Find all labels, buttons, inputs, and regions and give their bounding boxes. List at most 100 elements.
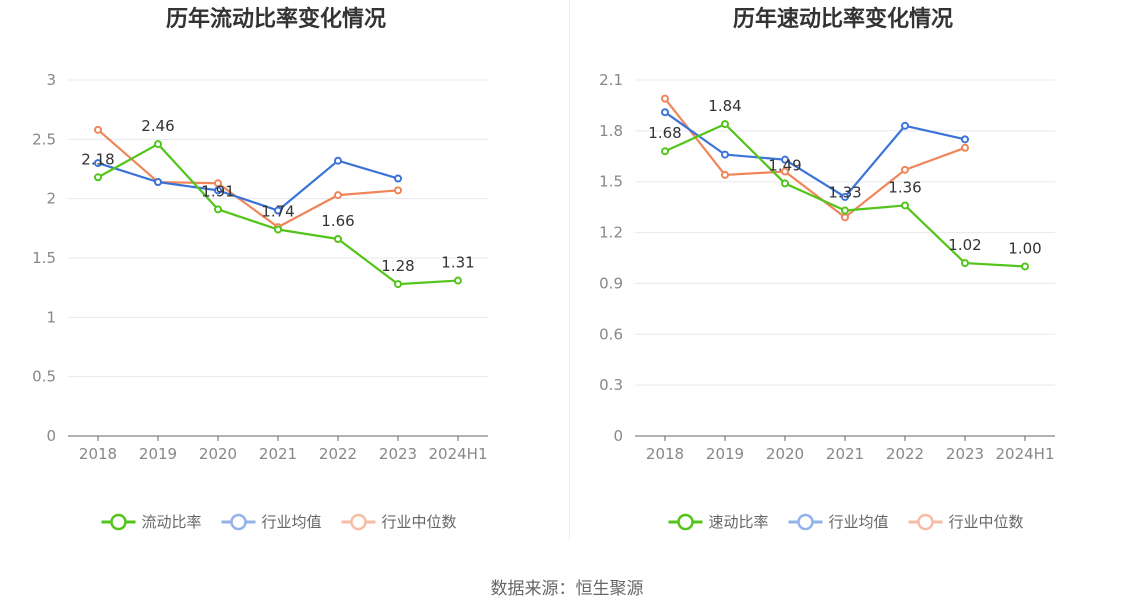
data-point bbox=[454, 276, 462, 285]
data-point bbox=[394, 174, 402, 183]
data-point bbox=[781, 179, 789, 188]
data-label: 1.68 bbox=[648, 124, 681, 142]
y-tick-label: 1.2 bbox=[599, 224, 623, 242]
data-point bbox=[274, 206, 282, 215]
y-tick-label: 0.5 bbox=[32, 368, 56, 386]
y-tick-label: 2.1 bbox=[599, 71, 623, 89]
series-line-2 bbox=[664, 97, 966, 219]
legend-marker bbox=[797, 513, 814, 531]
legend-marker bbox=[230, 513, 247, 531]
y-tick-label: 0 bbox=[613, 427, 623, 445]
x-tick-label: 2018 bbox=[79, 445, 117, 463]
data-point bbox=[214, 205, 222, 214]
y-tick-label: 0.9 bbox=[599, 274, 623, 292]
quick-ratio-chart-svg: 历年速动比率变化情况 0 0.3 0.6 0.9 1.2 1.5 1.8 2.1 2018 2019… bbox=[599, 6, 1055, 531]
x-tick-label: 2018 bbox=[646, 445, 684, 463]
data-point bbox=[721, 150, 729, 159]
data-point bbox=[901, 165, 909, 174]
data-point bbox=[94, 173, 102, 182]
chart-title: 历年速动比率变化情况 bbox=[733, 6, 953, 32]
data-label: 1.91 bbox=[201, 182, 234, 200]
x-tick-label: 2019 bbox=[139, 445, 177, 463]
current-ratio-chart: 历年流动比率变化情况 0 0.5 1 1.5 2 2.5 3 2018 2019 2020 2021 2… bbox=[0, 0, 567, 560]
series-line-2 bbox=[97, 129, 399, 229]
y-tick-label: 0.6 bbox=[599, 325, 623, 343]
x-tick-label: 2023 bbox=[946, 445, 984, 463]
data-source-text: 数据来源：恒生聚源 bbox=[490, 579, 644, 599]
x-tick-label: 2021 bbox=[826, 445, 864, 463]
current-ratio-chart-svg: 历年流动比率变化情况 0 0.5 1 1.5 2 2.5 3 2018 2019 2020 2021 2… bbox=[32, 6, 488, 531]
y-tick-label: 1.8 bbox=[599, 122, 623, 140]
data-label: 2.18 bbox=[81, 150, 114, 168]
legend-label: 行业中位数 bbox=[949, 513, 1024, 531]
data-point bbox=[154, 178, 162, 187]
data-label: 1.00 bbox=[1008, 239, 1041, 257]
data-point bbox=[661, 108, 669, 117]
legend-marker bbox=[677, 513, 694, 531]
x-tick-label: 2022 bbox=[886, 445, 924, 463]
data-label: 1.33 bbox=[828, 184, 861, 202]
data-point bbox=[841, 213, 849, 222]
data-label: 1.66 bbox=[321, 212, 354, 230]
data-point bbox=[721, 170, 729, 179]
data-point bbox=[901, 121, 909, 130]
y-tick-label: 2.5 bbox=[32, 130, 56, 148]
legend-marker bbox=[917, 513, 934, 531]
chart-divider bbox=[569, 0, 570, 540]
data-label: 1.02 bbox=[948, 236, 981, 254]
x-tick-label: 2020 bbox=[199, 445, 237, 463]
data-point bbox=[334, 156, 342, 165]
y-tick-label: 1.5 bbox=[32, 249, 56, 267]
legend-label: 速动比率 bbox=[709, 513, 769, 531]
data-point bbox=[334, 191, 342, 200]
data-point bbox=[214, 179, 222, 188]
data-label: 2.46 bbox=[141, 117, 174, 135]
data-point bbox=[94, 159, 102, 168]
data-label: 1.28 bbox=[381, 257, 414, 275]
data-label: 1.74 bbox=[261, 203, 294, 221]
legend-label: 行业均值 bbox=[829, 513, 889, 531]
chart-title: 历年流动比率变化情况 bbox=[166, 6, 386, 32]
legend-label: 行业中位数 bbox=[382, 513, 457, 531]
data-point bbox=[841, 192, 849, 201]
data-point bbox=[1021, 262, 1029, 271]
series-line-1 bbox=[97, 159, 399, 212]
y-tick-label: 2 bbox=[46, 190, 56, 208]
data-label: 1.36 bbox=[888, 178, 921, 196]
y-tick-label: 1 bbox=[46, 308, 56, 326]
data-label: 1.49 bbox=[768, 156, 801, 174]
legend-marker bbox=[110, 513, 127, 531]
y-tick-label: 1.5 bbox=[599, 173, 623, 191]
x-tick-label: 2024H1 bbox=[996, 445, 1055, 463]
data-point bbox=[334, 235, 342, 244]
x-tick-label: 2024H1 bbox=[429, 445, 488, 463]
data-point bbox=[721, 120, 729, 129]
data-point bbox=[394, 186, 402, 195]
data-point bbox=[781, 167, 789, 176]
data-point bbox=[154, 140, 162, 149]
data-point bbox=[901, 201, 909, 210]
x-tick-label: 2021 bbox=[259, 445, 297, 463]
data-point bbox=[661, 94, 669, 103]
legend-label: 行业均值 bbox=[262, 513, 322, 531]
y-tick-label: 3 bbox=[46, 71, 56, 89]
legend-label: 流动比率 bbox=[142, 513, 202, 531]
data-point bbox=[961, 259, 969, 268]
data-point bbox=[214, 186, 222, 195]
legend-marker bbox=[350, 513, 367, 531]
x-tick-label: 2022 bbox=[319, 445, 357, 463]
data-point bbox=[661, 147, 669, 156]
y-tick-label: 0 bbox=[46, 427, 56, 445]
data-label: 1.84 bbox=[708, 97, 741, 115]
data-point bbox=[394, 280, 402, 289]
data-point bbox=[781, 155, 789, 164]
x-tick-label: 2019 bbox=[706, 445, 744, 463]
y-tick-label: 0.3 bbox=[599, 376, 623, 394]
quick-ratio-chart: 历年速动比率变化情况 0 0.3 0.6 0.9 1.2 1.5 1.8 2.1 2018 2019… bbox=[567, 0, 1134, 560]
x-tick-label: 2020 bbox=[766, 445, 804, 463]
x-tick-label: 2023 bbox=[379, 445, 417, 463]
series-line-1 bbox=[664, 111, 966, 199]
data-label: 1.31 bbox=[441, 254, 474, 272]
data-point bbox=[274, 225, 282, 234]
data-point bbox=[94, 125, 102, 134]
